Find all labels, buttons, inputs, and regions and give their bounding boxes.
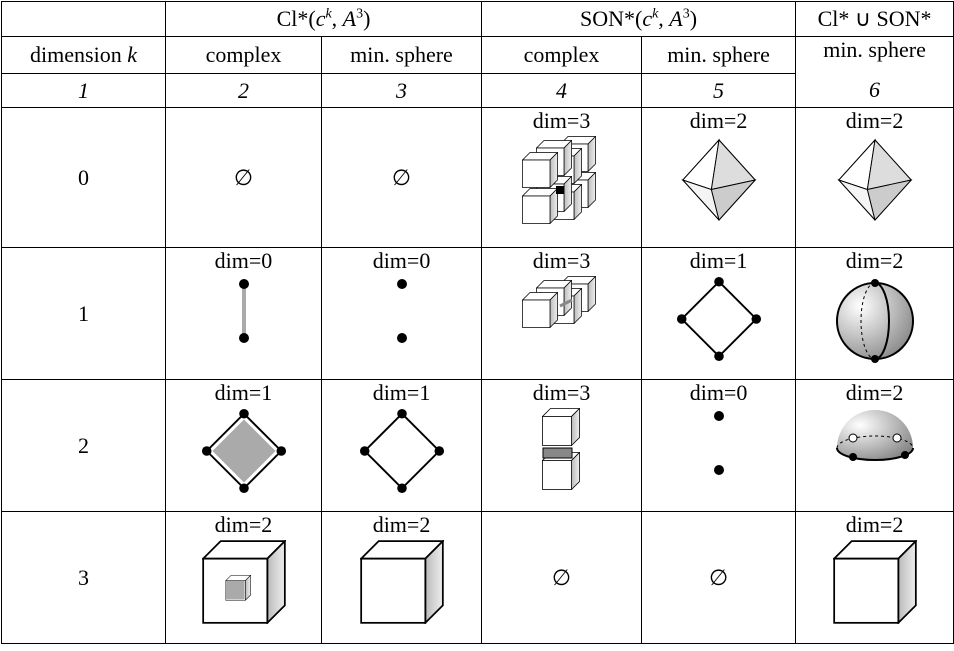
group-header: SON*(ck, A3) [481, 1, 797, 37]
cell: dim=2 [320, 511, 483, 644]
sphere-cap-icon [835, 410, 914, 461]
points-icon [713, 411, 724, 475]
empty-set: ∅ [165, 107, 322, 248]
text: dimension [30, 42, 122, 67]
subheader: complex [165, 36, 322, 74]
text: c [315, 6, 326, 31]
text: 4 [556, 77, 568, 103]
cube-icon [359, 540, 444, 624]
column-number: 2 [165, 73, 322, 108]
text: 3 [356, 6, 364, 22]
empty-set: ∅ [641, 511, 797, 644]
text: A [342, 6, 357, 31]
subheader: min. sphere [320, 36, 483, 74]
cell: dim=3 [481, 247, 643, 380]
dim-label: dim=2 [845, 108, 904, 133]
text: 1 [78, 77, 89, 103]
cell: dim=2 [795, 379, 954, 512]
dim-label: dim=2 [845, 512, 904, 537]
square-icon [358, 408, 445, 494]
square-icon [675, 276, 762, 362]
dimension-header: dimension k [1, 36, 166, 74]
dim-label: dim=3 [532, 380, 591, 405]
dim-label: dim=0 [372, 248, 431, 273]
text: SON*( [579, 6, 643, 31]
empty-set: ∅ [481, 511, 643, 644]
dim-label: dim=0 [689, 380, 748, 405]
cell: dim=2 [165, 511, 322, 644]
dim-label: dim=1 [372, 380, 431, 405]
column-number: 6 [869, 77, 881, 102]
text: k [325, 6, 332, 22]
edge-icon [238, 279, 249, 343]
dim-label: dim=3 [532, 248, 591, 273]
cell: dim=2 [795, 107, 954, 248]
k-cell: 3 [1, 511, 166, 644]
dim-label: dim=2 [372, 512, 431, 537]
column-number: 5 [641, 73, 797, 108]
column-number: 1 [1, 73, 166, 108]
text: 3 [396, 77, 407, 103]
cell: dim=2 [641, 107, 797, 248]
cube-column-icon [541, 408, 580, 490]
dim-label: dim=2 [689, 108, 748, 133]
cell: dim=1 [641, 247, 797, 380]
text: ) [363, 6, 371, 31]
text: c [642, 6, 653, 31]
dim-label: dim=1 [214, 380, 273, 405]
dim-label: dim=2 [845, 380, 904, 405]
dim-label: dim=2 [214, 512, 273, 537]
text: A [669, 6, 683, 31]
cell: dim=2 [795, 247, 954, 380]
group-header: Cl* ∪ SON* [795, 1, 954, 37]
text: Cl*( [276, 6, 316, 31]
cell: dim=0 [165, 247, 322, 380]
filled-square-icon [200, 408, 287, 494]
dim-label: dim=1 [689, 248, 748, 273]
subheader-text: min. sphere [823, 37, 926, 62]
column-number: 3 [320, 73, 483, 108]
column-number: 4 [481, 73, 643, 108]
text: , [658, 6, 670, 31]
group-header: Cl*(ck, A3) [164, 1, 483, 37]
cell: dim=2 [795, 511, 954, 644]
text: k [127, 42, 137, 67]
k-cell: 2 [1, 379, 166, 512]
cube-icon [832, 540, 917, 624]
empty-set: ∅ [320, 107, 483, 248]
dim-label: dim=2 [845, 248, 904, 273]
subheader: min. sphere [641, 36, 797, 74]
k-cell: 0 [1, 107, 166, 248]
cell: dim=1 [320, 379, 483, 512]
cell: dim=3 [481, 379, 643, 512]
cube-cluster-icon [521, 136, 596, 224]
octahedron-icon [681, 139, 756, 221]
corner-cell [1, 1, 166, 37]
text: , [331, 6, 343, 31]
cell: dim=1 [165, 379, 322, 512]
text: k [652, 6, 659, 22]
cell: dim=0 [320, 247, 483, 380]
sphere-icon [835, 279, 914, 363]
dim-label: dim=3 [532, 108, 591, 133]
cube-with-inner-cube-icon [201, 540, 286, 624]
cell: dim=3 [481, 107, 643, 248]
octahedron-icon [837, 139, 912, 221]
dim-label: dim=0 [214, 248, 273, 273]
text: ) [689, 6, 698, 31]
text: 5 [713, 77, 725, 103]
text: 3 [682, 6, 690, 22]
points-icon [396, 279, 407, 343]
cube-cluster-icon [521, 276, 596, 328]
k-cell: 1 [1, 247, 166, 380]
subheader: complex [481, 36, 643, 74]
text: 2 [238, 77, 249, 103]
cell: dim=0 [641, 379, 797, 512]
subheader: min. sphere 6 [795, 36, 954, 108]
